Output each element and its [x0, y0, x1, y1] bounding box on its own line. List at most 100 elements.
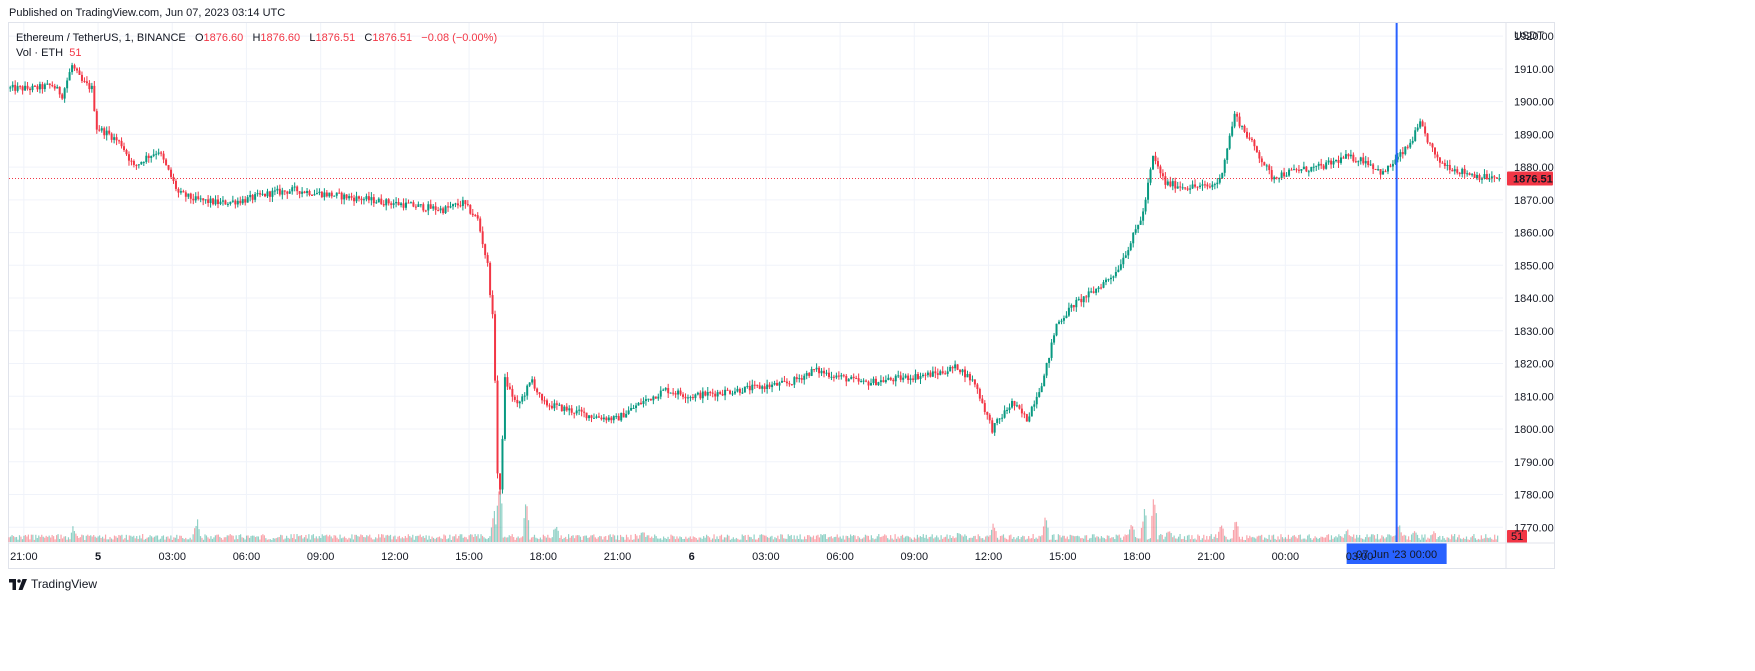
candle-body	[1122, 257, 1125, 265]
candle-body	[803, 375, 806, 380]
volume-bar	[670, 534, 672, 542]
volume-bar	[416, 535, 418, 542]
volume-bar	[1286, 538, 1288, 542]
volume-bar	[946, 534, 948, 542]
candle-body	[231, 200, 234, 202]
candle-body	[667, 388, 670, 394]
volume-bar	[799, 534, 801, 542]
volume-bar	[753, 534, 755, 542]
volume-bar	[597, 537, 599, 542]
volume-bar	[415, 536, 417, 542]
volume-bar	[228, 535, 230, 542]
volume-bar	[58, 538, 61, 542]
volume-bar	[662, 536, 665, 542]
volume-bar	[1413, 531, 1416, 542]
volume-bar	[234, 539, 236, 542]
candle-body	[1414, 130, 1417, 141]
candle-body	[239, 200, 242, 204]
volume-bar	[464, 536, 466, 542]
volume-bar	[1397, 526, 1399, 542]
volume-bar	[538, 538, 540, 542]
volume-bar	[615, 539, 617, 542]
volume-bar	[557, 530, 559, 542]
volume-bar	[817, 534, 819, 542]
volume-bar	[1048, 539, 1051, 542]
candle-body	[333, 195, 336, 197]
volume-bar	[237, 539, 239, 542]
candle-body	[244, 199, 247, 203]
volume-bar	[955, 537, 957, 542]
candle-body	[340, 192, 343, 200]
chart-grid	[9, 23, 1503, 542]
candle-body	[48, 83, 51, 86]
volume-bar	[1080, 538, 1082, 542]
volume-bar	[1372, 534, 1374, 542]
low-value: 1876.51	[315, 32, 356, 44]
volume-bar	[425, 535, 427, 542]
volume-bar	[1182, 538, 1184, 542]
candle-body	[827, 372, 830, 378]
candle-body	[1369, 164, 1372, 166]
volume-bar	[594, 537, 596, 542]
candle-body	[652, 396, 655, 401]
candle-body	[226, 203, 229, 205]
volume-bar	[245, 535, 248, 542]
volume-bar	[1028, 536, 1030, 542]
candle-body	[748, 385, 751, 391]
candle-body	[1006, 409, 1009, 411]
volume-bar	[1311, 539, 1313, 542]
volume-bar	[164, 539, 166, 542]
volume-bar	[867, 535, 869, 542]
candle-body	[1107, 279, 1110, 281]
tradingview-brand[interactable]: TradingView	[9, 577, 97, 591]
volume-bar	[1133, 529, 1135, 542]
volume-bar	[112, 539, 114, 542]
volume-bar	[879, 537, 881, 542]
candle-body	[330, 192, 333, 197]
candle-body	[597, 416, 600, 418]
volume-bar	[1126, 535, 1128, 542]
candle-body	[1065, 315, 1068, 319]
volume-bar	[677, 538, 680, 542]
candle-body	[1419, 121, 1422, 128]
candle-body	[528, 382, 531, 386]
volume-bar	[449, 534, 451, 542]
candle-body	[120, 140, 123, 147]
volume-bar	[882, 535, 884, 542]
volume-bar	[708, 537, 711, 542]
volume-bar	[1209, 536, 1211, 542]
volume-bar	[70, 532, 73, 542]
volume-bar	[100, 537, 102, 542]
volume-bar	[1066, 536, 1068, 542]
candle-body	[350, 196, 353, 198]
volume-bar	[94, 536, 96, 542]
candle-body	[541, 394, 544, 401]
candle-body	[1342, 157, 1345, 159]
candle-body	[404, 202, 407, 208]
volume-bar	[299, 535, 301, 542]
candle-body	[659, 390, 662, 397]
volume-bar	[131, 536, 133, 542]
volume-bar	[173, 537, 175, 542]
candle-body	[565, 406, 568, 411]
candle-body	[417, 204, 420, 207]
volume-bar	[1281, 537, 1284, 542]
volume-bar	[1172, 537, 1174, 542]
volume-bar	[1022, 535, 1024, 542]
volume-bar	[9, 536, 12, 542]
candle-body	[469, 204, 472, 214]
candle-body	[1347, 154, 1350, 157]
volume-bar	[956, 533, 959, 542]
volume-bar	[15, 536, 18, 542]
time-tick-label: 09:00	[307, 551, 335, 563]
volume-bar	[232, 535, 234, 542]
volume-bar	[1427, 537, 1429, 542]
candle-body	[934, 371, 937, 374]
volume-bar	[266, 539, 268, 542]
volume-bar	[578, 535, 580, 542]
candle-body	[1391, 163, 1394, 167]
candle-body	[127, 154, 130, 161]
volume-bar	[253, 535, 255, 542]
candle-body	[1161, 173, 1164, 177]
